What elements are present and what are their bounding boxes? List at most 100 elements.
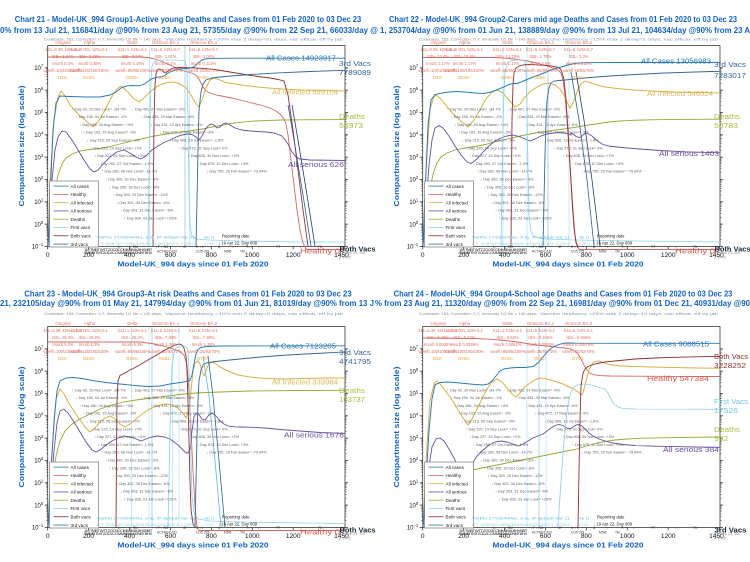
svg-text:ISB= 3.04%: ISB= 3.04% [52,54,74,59]
svg-text:Chart 22 - Model-UK_994 Group2: Chart 22 - Model-UK_994 Group2-Carers mi… [389,15,738,24]
svg-text:Model-UK_994 days since 01 Feb: Model-UK_994 days since 01 Feb 2020 [493,260,644,269]
svg-text:↑ Day 675, 10 Dec Lock= +3%: ↑ Day 675, 10 Dec Lock= +3% [197,162,249,166]
svg-text:↑ Day 675, 10 Dec Lock= +3%: ↑ Day 675, 10 Dec Lock= +3% [572,162,624,166]
svg-text:↑ Day 92, 20 Mar Lock= ↓84.7%: ↑ Day 92, 20 Mar Lock= ↓84.7% [447,388,502,392]
svg-text:17526: 17526 [714,406,738,415]
svg-text:D226↓: D226↓ [83,75,96,80]
svg-text:↓ Day 472, 17 May Easen= -3%: ↓ Day 472, 17 May Easen= -3% [535,131,589,135]
svg-text:Reporting date: Reporting date [222,515,250,520]
svg-text:Healthy 0: Healthy 0 [300,247,340,256]
svg-text:L↑: L↑ [118,526,122,530]
svg-text:Codebase: 163; Correction: 0.7: Codebase: 163; Correction: 0.7; Immunity… [44,37,162,42]
svg-text:Codebase: 163; Correction: 0.7: Codebase: 163; Correction: 0.7; Immunity… [44,311,162,316]
svg-text:0: 0 [46,252,50,259]
svg-text:D552↓: D552↓ [159,356,172,361]
svg-text:0: 0 [421,533,425,540]
svg-text:105: 105 [409,108,419,116]
svg-text:All Cases 9088515: All Cases 9088515 [643,340,709,349]
svg-text:vareff 35/55/70%: vareff 35/55/70% [563,68,595,73]
svg-text:TT: TT [651,245,655,249]
svg-text:D32↓: D32↓ [58,75,68,80]
svg-text:4741795: 4741795 [339,357,371,366]
svg-text:↑ Day 675, 10 Dec Lock= +3%: ↑ Day 675, 10 Dec Lock= +3% [572,443,624,447]
svg-text:T↓: T↓ [246,245,250,249]
svg-text:101: 101 [409,198,419,206]
svg-text:↓ Day 431, 12 Apr Easen= -6%: ↓ Day 431, 12 Apr Easen= -6% [526,404,579,408]
svg-text:↓ Day 755, 26 Feb Easen= -79.9: ↓ Day 755, 26 Feb Easen= -79.94% [581,170,642,174]
svg-text:Original: Original [55,321,70,326]
svg-text:T↓: T↓ [246,526,250,530]
svg-text:Healthy 547384: Healthy 547384 [647,374,709,383]
svg-text:All Cases 14923917: All Cases 14923917 [266,54,336,63]
svg-text:↓ Day 156, 04 Jul Easen= -1%: ↓ Day 156, 04 Jul Easen= -1% [76,396,128,400]
svg-text:vareff=85/95/100%: vareff=85/95/100% [490,68,525,73]
svg-text:Healthy 0: Healthy 0 [675,247,715,256]
svg-text:↑ Day 579, 01 Sep Lock= 0%: ↑ Day 579, 01 Sep Lock= 0% [554,427,604,431]
svg-text:vareff=100/100/100%: vareff=100/100/100% [445,68,485,73]
svg-text:Reporting date: Reporting date [597,515,625,520]
svg-text:All Infected 599104: All Infected 599104 [272,88,338,97]
svg-text:↓ Day 156, 04 Jul Easen= -1%: ↓ Day 156, 04 Jul Easen= -1% [451,396,503,400]
svg-text:Var 11: Var 11 [204,517,215,521]
svg-text:ISS= 25.2%: ISS= 25.2% [52,335,74,340]
svg-text:k11=0.001, k2N=5.1: k11=0.001, k2N=5.1 [446,328,484,333]
svg-text:1200: 1200 [286,533,301,540]
svg-text:↓ Day 156, 04 Jul Easen= -1%: ↓ Day 156, 04 Jul Easen= -1% [451,115,503,119]
svg-text:All serious 1678: All serious 1678 [284,431,344,440]
svg-text:Model-UK_994 days since 01 Feb: Model-UK_994 days since 01 Feb 2020 [493,541,644,550]
svg-text:D552↓: D552↓ [159,75,172,80]
svg-text:106: 106 [409,86,419,94]
svg-text:3rd vacs: 3rd vacs [446,242,464,247]
svg-text:3rd Vacs: 3rd Vacs [715,526,747,535]
svg-text:105: 105 [34,108,44,116]
svg-text:All Infected 339984: All Infected 339984 [272,378,338,387]
svg-text:Healthy: Healthy [446,192,462,197]
svg-text:104: 104 [409,412,419,420]
svg-text:y 1402: y 1402 [339,255,352,260]
svg-text:↑ Day 675, 10 Dec Lock= +3%: ↑ Day 675, 10 Dec Lock= +3% [197,443,249,447]
svg-text:↓: ↓ [633,245,635,249]
svg-text:Healthy: Healthy [71,473,87,478]
svg-text:↓: ↓ [607,526,609,530]
svg-text:All serious 1403: All serious 1403 [659,149,719,158]
svg-text:↑ Day 225, 14 Sep Lock= +7%: ↑ Day 225, 14 Sep Lock= +7% [91,427,143,431]
svg-text:Both Vacs: Both Vacs [340,245,376,254]
svg-text:↓ Day 320, 20 Dec Easen= -12%: ↓ Day 320, 20 Dec Easen= -12% [488,474,544,478]
svg-text:↓ Day 755, 26 Feb Easen= -79.9: ↓ Day 755, 26 Feb Easen= -79.94% [581,451,642,455]
svg-text:Var 11: Var 11 [204,236,215,240]
svg-text:D700↓: D700↓ [572,356,585,361]
svg-text:ISB= 13.78%: ISB= 13.78% [495,54,520,59]
svg-text:↑ Day 225, 14 Sep Lock= +7%: ↑ Day 225, 14 Sep Lock= +7% [466,146,518,150]
svg-text:↓ Day 215, 05 Sep Easen= -9%: ↓ Day 215, 05 Sep Easen= -9% [87,420,141,424]
svg-text:↓ Day 192, 15 Aug Easen= -3%: ↓ Day 192, 15 Aug Easen= -3% [458,131,511,135]
svg-text:↓: ↓ [258,245,260,249]
svg-text:1000: 1000 [245,533,260,540]
svg-text:03 Dec 23, Da: 03 Dec 23, Da [339,531,365,536]
svg-text:y 1402: y 1402 [714,255,727,260]
svg-text:Reporting date: Reporting date [222,234,250,239]
svg-text:1000: 1000 [620,252,635,259]
svg-text:Vaccine hesitancy =10% min 2 d: Vaccine hesitancy =10% min 2 delay=0 day… [165,311,344,316]
svg-text:D32↓: D32↓ [58,356,68,361]
svg-text:↓ Day 431, 12 Apr Easen= -6%: ↓ Day 431, 12 Apr Easen= -6% [151,404,204,408]
svg-text:101: 101 [409,479,419,487]
svg-text:k11=5, k2N=5.7: k11=5, k2N=5.7 [526,47,556,52]
svg-text:C7 328/32+456/306/6:00/0/0362/: C7 328/32+456/306/6:00/0/0362/1-17/8'2 [97,523,195,527]
svg-text:↓ Day 250, 07 Oct Easen= -1.9%: ↓ Day 250, 07 Oct Easen= -1.9% [98,443,154,447]
svg-text:↓ Day 300, 30 Dec Easen= -3%: ↓ Day 300, 30 Dec Easen= -3% [480,459,534,463]
svg-text:Imorb 0.1%: Imorb 0.1% [155,61,176,66]
svg-text:Both Vacs: Both Vacs [340,526,376,535]
svg-text:C700↓: C700↓ [579,523,590,527]
svg-text:Imorb 0.00879%: Imorb 0.00879% [563,342,594,347]
svg-text:107: 107 [34,345,44,353]
svg-text:CO5 375: CO5 375 [571,531,584,535]
svg-text:Imorb 0.8%: Imorb 0.8% [530,61,551,66]
svg-text:vareff=100/100/100%: vareff=100/100/100% [418,349,458,354]
svg-text:↓ Day 302, 08 Dec Easen= -6%: ↓ Day 302, 08 Dec Easen= -6% [116,201,170,205]
svg-text:vareff=25/92/70%: vareff=25/92/70% [149,349,182,354]
svg-text:ACTMST 472: ACTMST 472 [157,250,177,254]
svg-text:↑ Day 305, 16 Dec Lock= -8%: ↑ Day 305, 16 Dec Lock= -8% [109,185,160,189]
svg-text:vareff=100/100/100%: vareff=100/100/100% [70,349,110,354]
svg-text:ISS= 0.43%: ISS= 0.43% [427,335,449,340]
svg-text:Imorb 5.3%: Imorb 5.3% [122,342,143,347]
